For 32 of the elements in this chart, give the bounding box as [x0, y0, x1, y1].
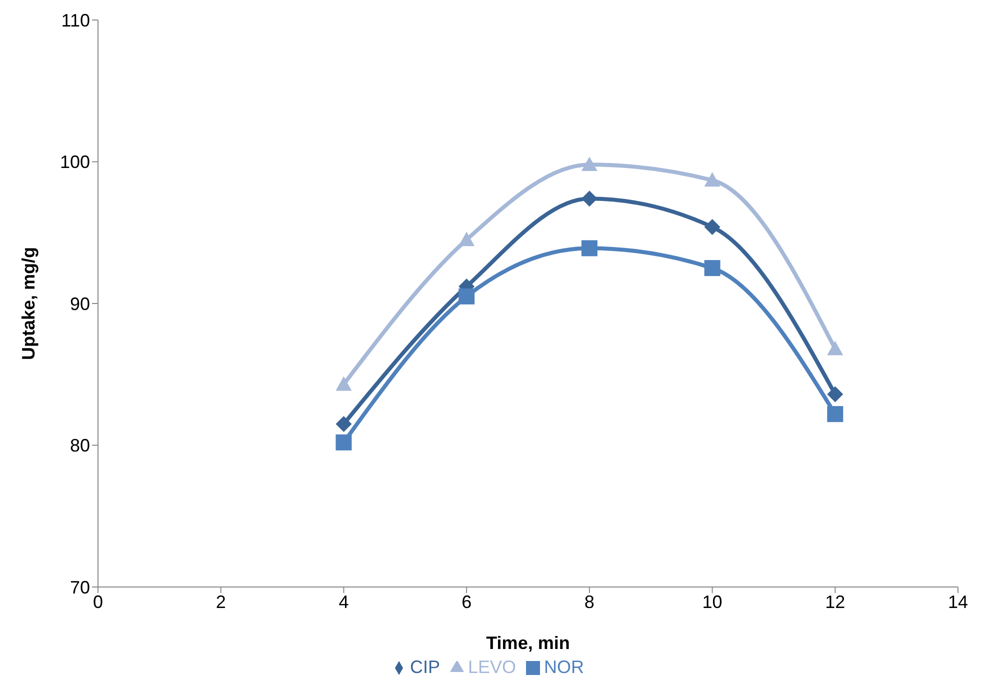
- point: [704, 172, 720, 187]
- x-tick-label: 4: [338, 592, 349, 612]
- y-tick-label: 70: [70, 577, 90, 598]
- y-tick-label: 100: [60, 152, 90, 172]
- x-tick-label: 10: [702, 592, 722, 612]
- x-tick-label: 2: [216, 592, 226, 612]
- point: [704, 218, 720, 235]
- x-tick-label: 0: [92, 592, 104, 612]
- point: [827, 340, 844, 356]
- y-axis-title: Uptake, mg/g: [18, 246, 38, 360]
- legend-label: CIP: [410, 657, 440, 677]
- point: [581, 240, 598, 256]
- point: [458, 232, 475, 246]
- point: [458, 288, 475, 304]
- x-tick-label: 6: [462, 592, 472, 612]
- point: [581, 156, 598, 171]
- point: [827, 386, 844, 402]
- x-tick-label: 8: [584, 592, 594, 612]
- x-tick-label: 12: [825, 592, 846, 612]
- y-tick-label: 110: [61, 10, 90, 30]
- x-axis-title: Time, min: [486, 633, 570, 653]
- point: [581, 190, 598, 207]
- y-tick-label: 80: [70, 436, 90, 456]
- point: [336, 376, 352, 391]
- point: [336, 434, 352, 450]
- point: [336, 416, 352, 432]
- legend-label: LEVO: [468, 657, 516, 677]
- y-tick-label: 90: [70, 294, 90, 314]
- x-tick-label: 14: [948, 592, 968, 612]
- legend-label: NOR: [544, 657, 584, 677]
- point: [704, 260, 720, 276]
- point: [827, 406, 844, 422]
